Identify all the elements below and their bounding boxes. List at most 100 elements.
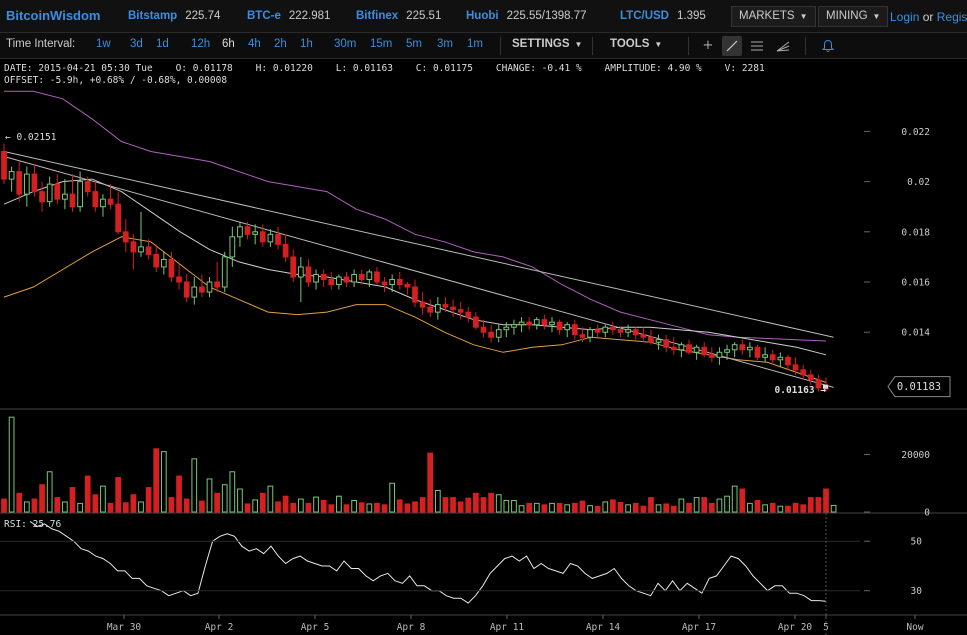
candle-down (320, 273, 327, 280)
toolbar-divider (592, 37, 593, 55)
candle-up (564, 324, 571, 331)
ticker-price: 222.981 (288, 10, 331, 22)
candle-down (259, 231, 266, 243)
site-logo[interactable]: BitcoinWisdom (6, 8, 101, 23)
volume-bar (343, 504, 350, 513)
candle-down (412, 286, 418, 303)
markets-menu-button[interactable]: MARKETS ▼ (731, 6, 816, 27)
interval-5m[interactable]: 5m (406, 38, 422, 50)
volume-bar (693, 497, 700, 513)
interval-6h[interactable]: 6h (222, 38, 235, 50)
price-chart[interactable]: 0.022 0.02 0.018 0.016 0.014 ← 0.02151 0.01163… (0, 60, 967, 635)
interval-12h[interactable]: 12h (191, 38, 211, 50)
candle-down (594, 329, 601, 333)
candle-down (579, 334, 586, 338)
candle-down (176, 276, 182, 283)
x-axis-label: Apr 17 (682, 622, 716, 633)
candle-up (336, 276, 342, 286)
ticker-price: 225.51 (406, 10, 442, 22)
fan-icon[interactable] (773, 36, 793, 56)
login-link[interactable]: Login (890, 10, 920, 24)
volume-bar (533, 502, 540, 513)
crosshair-icon[interactable]: + (702, 38, 714, 53)
volume-bar (107, 502, 114, 513)
volume-bar (648, 497, 654, 513)
bell-icon[interactable] (818, 36, 838, 56)
chart-toolbar: Time Interval: 1w 3d 1d 12h 6h 4h 2h 1h … (0, 33, 967, 59)
top-bar: BitcoinWisdom Bitstamp 225.74 BTC-e 222.98… (0, 0, 967, 33)
candle-down (807, 374, 814, 381)
volume-bar (823, 488, 829, 513)
candle-down (115, 203, 122, 233)
volume-bar (176, 475, 182, 513)
markets-label: MARKETS (739, 10, 795, 22)
volume-bar (328, 504, 335, 513)
ticker-price: 225.55/1398.77 (506, 10, 587, 22)
candle-up (495, 329, 502, 338)
register-link[interactable]: Regis (936, 10, 967, 24)
volume-bar (214, 492, 220, 513)
candle-down (457, 309, 464, 313)
candle-down (670, 346, 677, 351)
x-axis-label: Apr 20 (778, 622, 813, 633)
volume-bar (701, 497, 708, 513)
price-axis-label: 0.014 (901, 328, 930, 339)
rsi-line (29, 520, 827, 604)
interval-2h[interactable]: 2h (274, 38, 287, 50)
volume-bar (199, 500, 205, 513)
volume-bar (54, 497, 61, 513)
candle-up (351, 273, 357, 283)
ticker-ltc-usd[interactable]: LTC/USD 1.395 (620, 10, 706, 22)
volume-bar (46, 471, 53, 513)
interval-3d[interactable]: 3d (130, 38, 143, 50)
candle-down (769, 354, 776, 361)
mining-menu-button[interactable]: MINING ▼ (818, 6, 889, 27)
volume-bar (739, 488, 746, 513)
tools-menu-button[interactable]: TOOLS ▼ (610, 38, 662, 50)
volume-bar (434, 489, 441, 513)
interval-1h[interactable]: 1h (300, 38, 313, 50)
ticker-huobi[interactable]: Huobi 225.55/1398.77 (466, 10, 587, 22)
volume-bar (686, 502, 692, 513)
volume-bar (785, 505, 791, 513)
candle-down (107, 198, 114, 205)
volume-bar (358, 502, 365, 513)
interval-1m[interactable]: 1m (467, 38, 483, 50)
volume-bar (587, 505, 593, 513)
volume-bar (465, 497, 472, 513)
volume-bar (777, 505, 784, 513)
candle-down (632, 329, 639, 336)
candle-up (8, 171, 15, 180)
interval-15m[interactable]: 15m (370, 38, 393, 50)
caret-down-icon: ▼ (872, 12, 881, 21)
volume-bar (640, 505, 647, 513)
candle-up (138, 246, 144, 253)
volume-bar (716, 498, 723, 513)
horizontal-lines-icon[interactable] (747, 36, 767, 56)
interval-4h[interactable]: 4h (248, 38, 261, 50)
interval-3m[interactable]: 3m (437, 38, 453, 50)
bollinger-upper-line (4, 90, 827, 342)
ticker-bitfinex[interactable]: Bitfinex 225.51 (356, 10, 441, 22)
candle-down (328, 278, 335, 286)
candle-up (297, 266, 304, 278)
candle-up (23, 173, 30, 195)
interval-30m[interactable]: 30m (334, 38, 357, 50)
trend-line (3, 151, 834, 338)
interval-1d[interactable]: 1d (156, 38, 169, 50)
volume-bar (122, 502, 129, 513)
settings-menu-button[interactable]: SETTINGS ▼ (512, 38, 582, 50)
trendline-icon[interactable] (722, 36, 742, 56)
ticker-bitstamp[interactable]: Bitstamp 225.74 (128, 10, 220, 22)
volume-bar (23, 501, 30, 513)
volume-bar (100, 485, 106, 513)
candle-down (358, 273, 365, 280)
volume-bar (62, 501, 68, 513)
caret-down-icon: ▼ (654, 40, 663, 49)
volume-bar (731, 485, 738, 513)
ticker-btce[interactable]: BTC-e 222.981 (247, 10, 330, 22)
x-axis-label: Apr 5 (301, 622, 330, 633)
candle-down (199, 286, 205, 293)
interval-1w[interactable]: 1w (96, 38, 111, 50)
candle-down (442, 304, 449, 308)
